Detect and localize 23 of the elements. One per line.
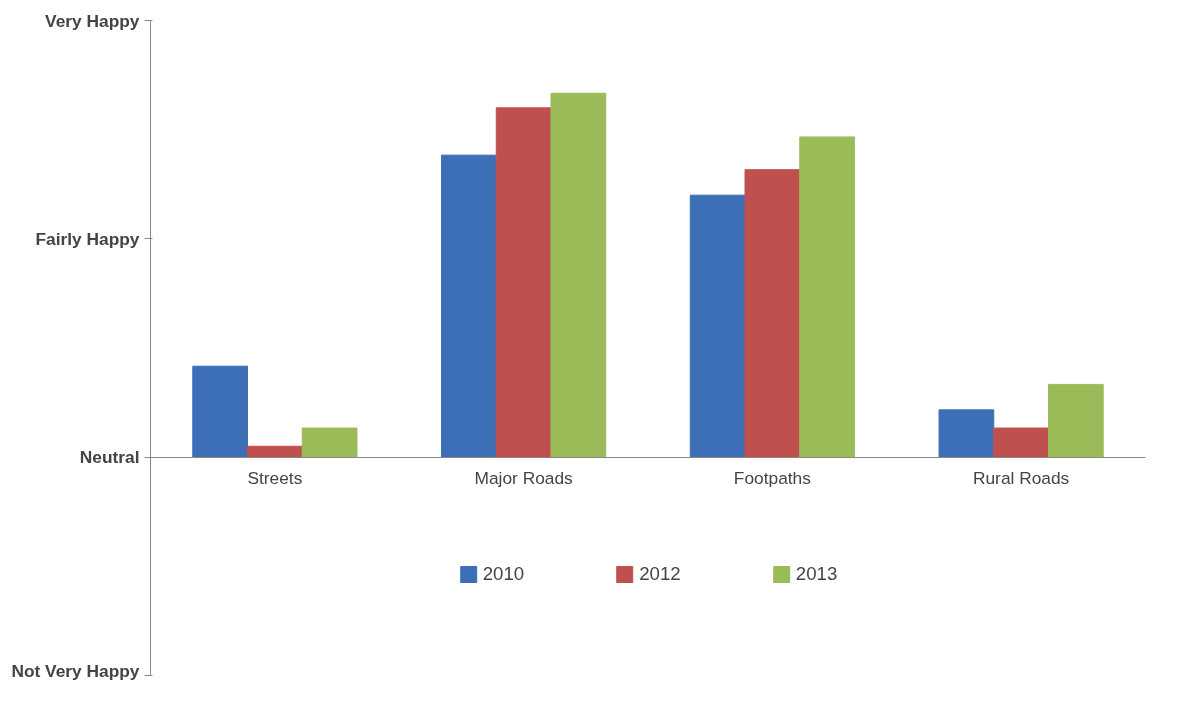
text: Fairly Happy: [35, 228, 140, 249]
bar: [550, 92, 607, 458]
text: Not Very Happy: [11, 660, 140, 681]
x-tick-label: Major Roads: [474, 468, 574, 489]
bar: [192, 365, 249, 458]
legend-label: 2012: [639, 563, 681, 585]
x-tick-label: Streets: [247, 468, 303, 489]
bar: [247, 445, 303, 458]
legend-label: 2013: [795, 563, 838, 585]
bar: [799, 136, 855, 458]
bar: [1047, 383, 1104, 458]
bar: [441, 154, 497, 458]
text: Very Happy: [45, 10, 140, 31]
legend-label: 2010: [482, 563, 525, 585]
x-tick-label: Rural Roads: [972, 468, 1070, 489]
bar: [744, 169, 801, 458]
bar: [689, 194, 746, 458]
text: Neutral: [79, 447, 140, 468]
bar: [938, 409, 995, 458]
bar: [301, 427, 358, 458]
bar: [993, 427, 1049, 458]
bar: [495, 107, 552, 458]
x-tick-label: Footpaths: [733, 468, 812, 489]
